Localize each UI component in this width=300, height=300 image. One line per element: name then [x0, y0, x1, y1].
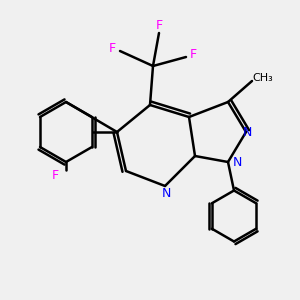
Text: CH₃: CH₃ [252, 73, 273, 83]
Text: F: F [109, 41, 116, 55]
Text: F: F [52, 169, 59, 182]
Text: N: N [232, 155, 242, 169]
Text: N: N [243, 125, 252, 139]
Text: F: F [190, 47, 197, 61]
Text: F: F [155, 19, 163, 32]
Text: N: N [162, 187, 171, 200]
